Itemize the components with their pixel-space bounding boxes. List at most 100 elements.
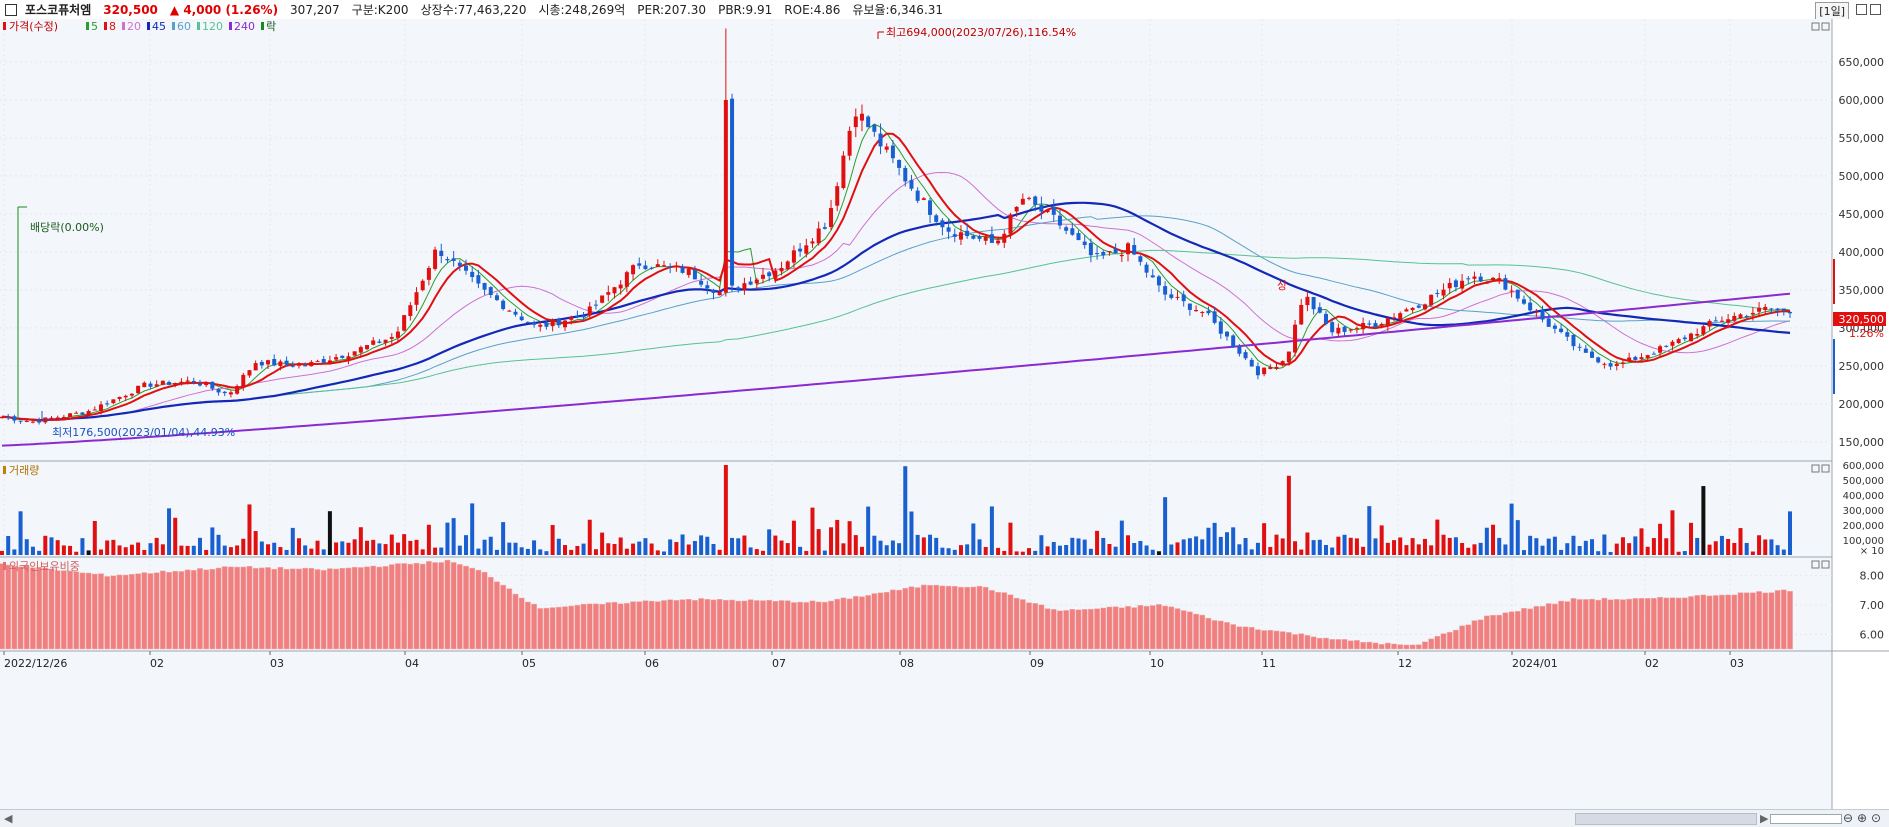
- price-tick-label: 450,000: [1839, 208, 1885, 221]
- volume-bar: [699, 535, 704, 555]
- candle-body: [222, 391, 227, 394]
- zoom-out-icon[interactable]: ⊖: [1843, 811, 1854, 825]
- volume-bar: [1107, 543, 1112, 555]
- candle-body: [1478, 276, 1483, 282]
- event-label: 상: [1277, 279, 1287, 292]
- candle-body: [1379, 323, 1384, 326]
- candle-body: [1163, 286, 1168, 295]
- foreign-bar: [976, 585, 983, 650]
- chart-scrollbar[interactable]: ◀ ▶ ⊖ ⊕ ⊙: [0, 809, 1889, 827]
- foreign-bar: [364, 566, 370, 650]
- candle-body: [686, 268, 691, 276]
- foreign-bar: [1292, 634, 1298, 650]
- candle-body: [1064, 227, 1069, 231]
- volume-bar: [717, 549, 722, 555]
- price-panel-max-icon[interactable]: [1821, 22, 1830, 31]
- candle-body: [303, 365, 308, 367]
- volume-tick-label: 500,000: [1843, 476, 1884, 487]
- candle-body: [773, 270, 778, 279]
- ma8-line: [1, 132, 1791, 422]
- candle-body: [1317, 307, 1322, 313]
- foreign-bar: [11, 566, 18, 650]
- volume-bar: [1435, 519, 1440, 555]
- maximize-icon[interactable]: [1870, 4, 1881, 15]
- volume-bar: [748, 547, 753, 555]
- foreign-bar: [1545, 603, 1552, 650]
- minimize-icon[interactable]: [1856, 4, 1867, 15]
- candle-body: [321, 359, 326, 363]
- foreign-bar: [1143, 605, 1150, 650]
- candle-body: [996, 240, 1001, 244]
- candle-body: [1255, 366, 1260, 376]
- high-label: 최고694,000(2023/07/26),116.54%: [886, 26, 1076, 39]
- candle-body: [1206, 310, 1211, 314]
- foreign-bar: [1428, 638, 1435, 650]
- foreign-bar: [91, 573, 98, 650]
- foreign-bar: [920, 584, 927, 650]
- candle-body: [1757, 307, 1762, 312]
- volume-panel-min-icon[interactable]: [1811, 464, 1820, 473]
- scroll-left-icon[interactable]: ◀: [4, 812, 13, 825]
- foreign-bar: [1762, 592, 1769, 650]
- foreign-bar: [30, 567, 36, 650]
- volume-bar: [1658, 523, 1663, 555]
- volume-bar: [105, 540, 110, 555]
- volume-bar: [377, 543, 382, 555]
- volume-bar: [1515, 520, 1520, 555]
- chart-area[interactable]: 150,000 200,000 250,000 300,000 350,000 400,0…: [0, 19, 1889, 809]
- current-price: 320,500: [103, 2, 158, 17]
- candle-body: [1348, 329, 1353, 331]
- volume-bar: [1138, 540, 1143, 555]
- price-panel-min-icon[interactable]: [1811, 22, 1820, 31]
- price-tick-label: 650,000: [1839, 56, 1885, 69]
- foreign-bar: [958, 586, 964, 650]
- foreign-panel-max-icon[interactable]: [1821, 560, 1830, 569]
- foreign-bar: [1273, 630, 1280, 650]
- volume-bar: [1348, 537, 1353, 555]
- volume-bar: [123, 547, 128, 555]
- volume-bar: [1651, 538, 1656, 555]
- period-button[interactable]: [1일]: [1815, 2, 1849, 20]
- volume-bar: [266, 544, 271, 555]
- checkbox-icon[interactable]: [5, 3, 17, 16]
- candle-body: [742, 283, 747, 290]
- volume-bar: [235, 545, 240, 555]
- foreign-panel-min-icon[interactable]: [1811, 560, 1820, 569]
- candle-body: [167, 381, 172, 385]
- price-range-up-marker: [1833, 259, 1835, 304]
- scroll-right-icon[interactable]: ▶: [1760, 812, 1769, 825]
- zoom-in-icon[interactable]: ⊕: [1857, 811, 1868, 825]
- volume-panel-max-icon[interactable]: [1821, 464, 1830, 473]
- foreign-bar: [654, 601, 661, 650]
- candle-body: [30, 421, 35, 423]
- volume-bar: [841, 543, 846, 555]
- volume-bar: [618, 537, 623, 555]
- foreign-bar: [1248, 627, 1255, 650]
- volume-bar: [538, 549, 543, 555]
- volume-bar: [272, 542, 277, 555]
- foreign-bar: [815, 601, 822, 650]
- volume-bar: [1398, 537, 1403, 555]
- candle-body: [699, 280, 704, 285]
- volume-bar: [779, 540, 784, 555]
- date-tick-label: 06: [645, 657, 659, 670]
- candle-body: [1453, 280, 1458, 288]
- candle-body: [55, 417, 60, 419]
- price-tick-label: 400,000: [1839, 246, 1885, 259]
- reserve-ratio: 유보율:6,346.31: [852, 3, 944, 17]
- candle-body: [1354, 327, 1359, 329]
- zoom-reset-icon[interactable]: ⊙: [1871, 811, 1882, 825]
- foreign-bar: [190, 570, 197, 650]
- zoom-slider[interactable]: [1770, 814, 1842, 824]
- candle-body: [18, 420, 23, 422]
- candle-body: [544, 322, 549, 327]
- volume-bar: [1788, 511, 1792, 555]
- scroll-thumb[interactable]: [1575, 813, 1757, 825]
- candle-body: [748, 281, 753, 285]
- volume-bar: [1738, 528, 1743, 555]
- foreign-bar: [1397, 644, 1404, 650]
- volume-bar: [1367, 506, 1372, 555]
- candle-body: [1744, 315, 1749, 317]
- foreign-bar: [760, 600, 766, 650]
- volume-tick-label: 100,000: [1843, 536, 1884, 547]
